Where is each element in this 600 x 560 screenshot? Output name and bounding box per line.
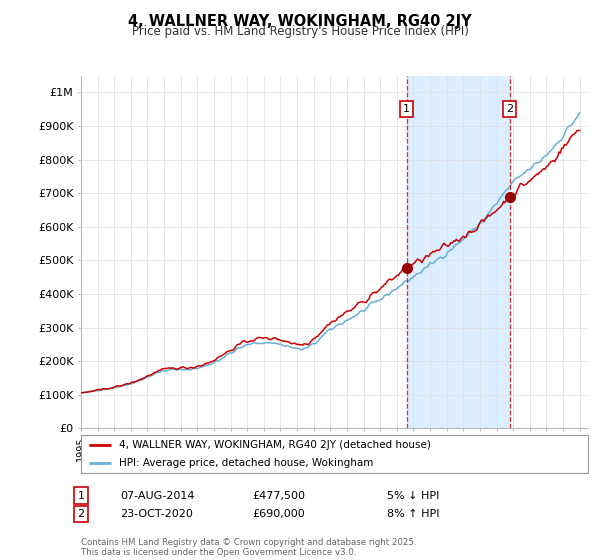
Bar [407,76,510,428]
Text: 23-OCT-2020: 23-OCT-2020 [120,509,193,519]
Text: Price paid vs. HM Land Registry's House Price Index (HPI): Price paid vs. HM Land Registry's House … [131,25,469,38]
Text: 2: 2 [506,104,514,114]
Text: HPI: Average price, detached house, Wokingham: HPI: Average price, detached house, Woki… [119,458,373,468]
Text: Contains HM Land Registry data © Crown copyright and database right 2025.
This d: Contains HM Land Registry data © Crown c… [81,538,416,557]
Text: £477,500: £477,500 [252,491,305,501]
Text: 4, WALLNER WAY, WOKINGHAM, RG40 2JY (detached house): 4, WALLNER WAY, WOKINGHAM, RG40 2JY (det… [119,440,431,450]
Text: 5% ↓ HPI: 5% ↓ HPI [387,491,439,501]
Text: 1: 1 [403,104,410,114]
Text: 8% ↑ HPI: 8% ↑ HPI [387,509,439,519]
Text: 07-AUG-2014: 07-AUG-2014 [120,491,194,501]
Text: 2: 2 [77,509,85,519]
Text: 1: 1 [77,491,85,501]
Text: 4, WALLNER WAY, WOKINGHAM, RG40 2JY: 4, WALLNER WAY, WOKINGHAM, RG40 2JY [128,14,472,29]
Text: £690,000: £690,000 [252,509,305,519]
